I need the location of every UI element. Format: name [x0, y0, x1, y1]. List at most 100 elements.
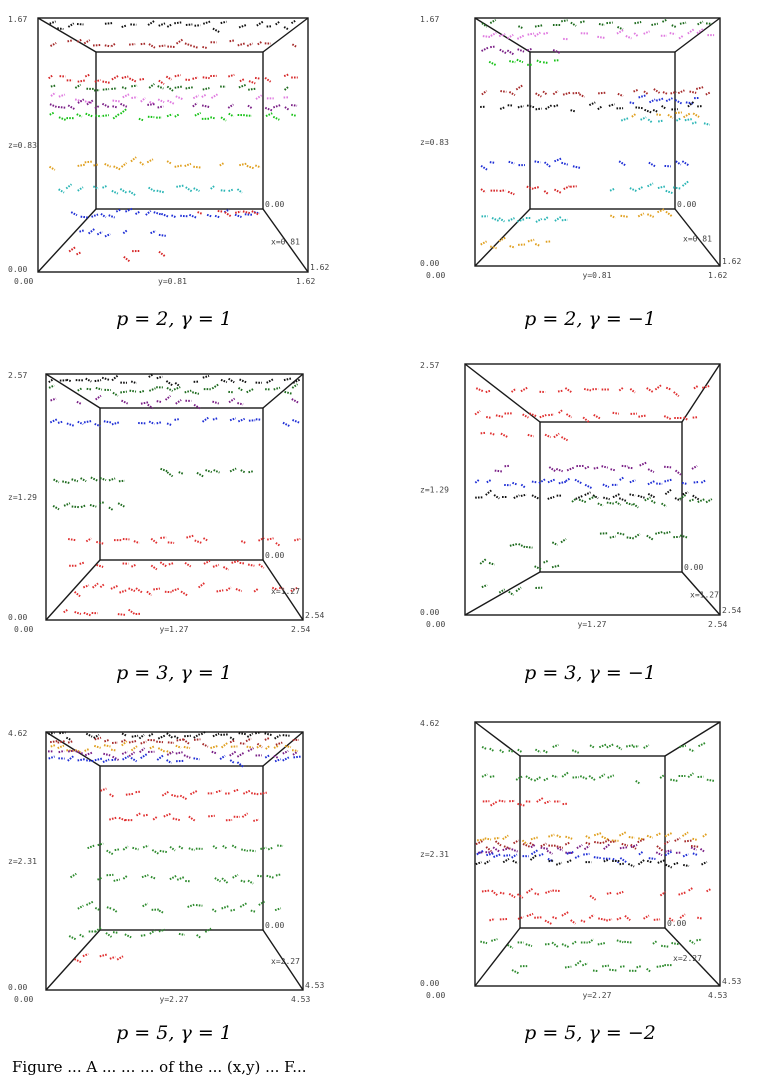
edge-line: [45, 559, 101, 621]
particle-rod: [264, 736, 271, 741]
particle-rod: [561, 218, 568, 222]
particle-rod: [246, 745, 253, 749]
particle-rod: [617, 26, 624, 31]
particle-rod: [637, 859, 645, 866]
particle-rod: [665, 189, 673, 194]
particle-rod: [489, 918, 496, 922]
particle-rod: [161, 790, 170, 797]
particle-rod: [240, 540, 247, 545]
particle-rod: [601, 465, 609, 469]
particle-rod: [692, 112, 700, 118]
particle-rod: [158, 233, 166, 237]
particle-rod: [57, 105, 66, 109]
particle-rod: [492, 846, 501, 853]
particle-rod: [632, 502, 639, 509]
particle-rod: [85, 377, 92, 383]
particle-rod: [92, 185, 99, 190]
particle-rod: [85, 900, 94, 906]
particle-rod: [494, 469, 503, 473]
particle-rod: [95, 114, 102, 118]
edge-line: [664, 721, 721, 757]
particle-rod: [267, 846, 274, 851]
particle-rod: [618, 386, 625, 392]
particle-rod: [579, 775, 588, 780]
particle-rod: [486, 478, 492, 484]
particle-rod: [76, 113, 83, 118]
particle-rod: [128, 740, 137, 744]
particle-rod: [598, 91, 606, 95]
particle-rod: [77, 904, 84, 910]
particle-rod: [521, 839, 528, 846]
particle-rod: [103, 744, 111, 748]
particle-rod: [193, 165, 201, 169]
particle-rod: [509, 542, 518, 547]
particle-rod: [247, 104, 254, 110]
particle-rod: [583, 852, 590, 856]
particle-rod: [663, 840, 671, 845]
particle-cloud: [48, 730, 302, 964]
particle-rod: [146, 590, 153, 597]
cube-wireframe: [464, 363, 721, 616]
inner-box: [539, 421, 683, 573]
particle-rod: [608, 103, 615, 107]
particle-rod: [131, 96, 138, 100]
outer-box: [474, 721, 721, 987]
particle-rod: [571, 749, 580, 754]
particle-rod: [65, 183, 73, 190]
particle-rod: [689, 90, 697, 94]
particle-rod: [205, 469, 213, 474]
particle-rod: [196, 471, 205, 478]
particle-rod: [102, 184, 108, 189]
particle-rod: [606, 743, 614, 749]
inner-box: [99, 765, 264, 931]
particle-rod: [629, 187, 638, 193]
particle-rod: [57, 27, 64, 31]
particle-rod: [647, 182, 654, 188]
particle-rod: [82, 953, 89, 958]
particle-rod: [488, 561, 495, 566]
particle-rod: [211, 383, 219, 390]
particle-rod: [616, 745, 623, 751]
particle-rod: [566, 851, 574, 855]
particle-rod: [197, 211, 203, 215]
particle-rod: [158, 909, 165, 914]
particle-rod: [118, 816, 126, 822]
particle-rod: [665, 386, 672, 391]
particle-rod: [525, 943, 533, 948]
particle-rod: [558, 408, 564, 414]
particle-rod: [258, 536, 265, 542]
particle-rod: [147, 403, 154, 410]
origin-label: 0.00: [420, 979, 439, 988]
particle-rod: [122, 93, 130, 99]
particle-rod: [531, 480, 538, 484]
particle-rod: [614, 500, 622, 506]
particle-rod: [643, 914, 650, 920]
particle-rod: [588, 775, 596, 781]
particle-rod: [179, 794, 188, 801]
particle-rod: [48, 755, 55, 760]
particle-rod: [597, 502, 604, 507]
particle-rod: [546, 849, 553, 855]
particle-rod: [670, 90, 677, 95]
particle-rod: [509, 245, 516, 249]
particle-rod: [76, 400, 82, 406]
particle-rod: [67, 755, 75, 762]
particle-rod: [618, 160, 627, 167]
particle-rod: [229, 39, 236, 43]
particle-rod: [485, 389, 492, 394]
particle-rod: [121, 740, 128, 747]
particle-rod: [646, 213, 655, 218]
particle-rod: [120, 102, 128, 108]
particle-rod: [138, 117, 145, 122]
particle-rod: [120, 738, 127, 743]
z-max-label: 2.57: [8, 371, 27, 380]
particle-rod: [229, 417, 237, 422]
particle-rod: [548, 466, 557, 473]
particle-rod: [548, 859, 554, 863]
particle-rod: [644, 108, 652, 114]
particle-rod: [109, 955, 116, 960]
particle-rod: [526, 912, 534, 918]
particle-rod: [124, 933, 132, 939]
particle-rod: [166, 751, 174, 756]
particle-rod: [106, 906, 113, 910]
